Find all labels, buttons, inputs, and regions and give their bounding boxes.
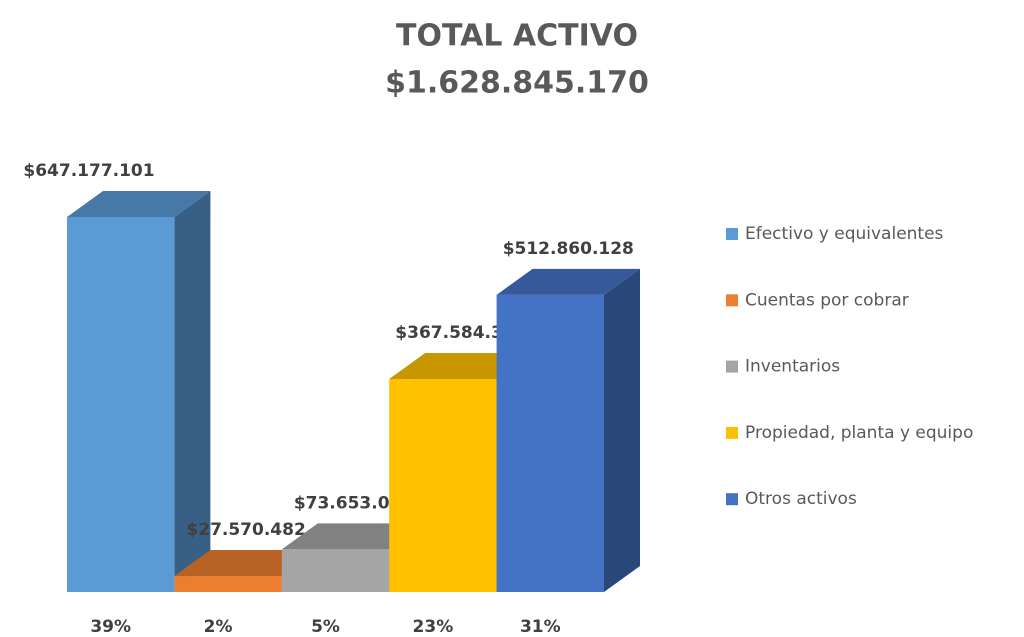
x-tick-label: 2% xyxy=(204,617,233,637)
bar-top xyxy=(496,268,640,295)
value-label: $367.584.369 xyxy=(395,323,526,343)
bar-side xyxy=(174,191,211,592)
value-label: $27.570.482 xyxy=(186,520,305,540)
legend-label: Propiedad, planta y equipo xyxy=(745,423,973,443)
legend-label: Cuentas por cobrar xyxy=(745,290,909,310)
bar-top xyxy=(67,191,211,217)
x-tick-label: 23% xyxy=(413,617,454,637)
legend-swatch xyxy=(726,493,738,506)
bar xyxy=(281,549,390,592)
x-tick-label: 5% xyxy=(311,617,340,637)
chart-subtitle: $1.628.845.170 xyxy=(385,66,649,101)
bar xyxy=(389,379,497,592)
legend-label: Efectivo y equivalentes xyxy=(745,224,944,244)
legend-swatch xyxy=(726,228,738,240)
bar xyxy=(174,576,282,592)
legend-label: Otros activos xyxy=(745,489,857,509)
chart-title: TOTAL ACTIVO xyxy=(396,19,638,54)
value-label: $512.860.128 xyxy=(503,239,634,259)
x-tick-label: 31% xyxy=(520,617,561,637)
legend-swatch xyxy=(726,360,738,373)
legend-swatch xyxy=(726,426,738,439)
value-label: $647.177.101 xyxy=(23,161,154,181)
legend-swatch xyxy=(726,294,738,307)
bar xyxy=(496,294,604,592)
value-label: $73.653.090 xyxy=(294,493,414,513)
bar xyxy=(67,217,175,592)
bar-side xyxy=(604,268,640,592)
x-tick-label: 39% xyxy=(90,617,131,637)
legend-label: Inventarios xyxy=(745,357,840,377)
